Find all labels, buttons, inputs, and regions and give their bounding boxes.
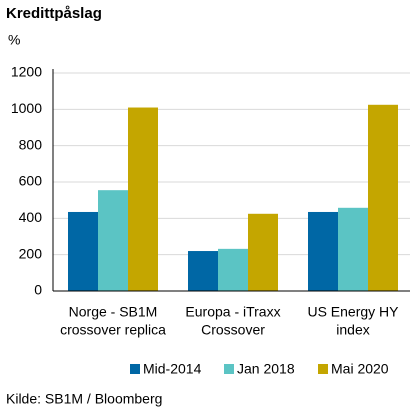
bar [188, 251, 218, 291]
bar [248, 213, 278, 291]
legend-swatch [224, 364, 234, 374]
legend-label: Jan 2018 [237, 361, 295, 377]
legend-swatch [130, 364, 140, 374]
y-tick-label: 0 [34, 282, 42, 298]
chart-title: Kredittpåslag [6, 5, 102, 22]
x-tick-label: US Energy HY [307, 304, 399, 320]
x-tick-label: Crossover [201, 322, 265, 338]
bar [308, 211, 338, 291]
bar [338, 207, 368, 291]
y-tick-label: 1000 [11, 100, 42, 116]
y-tick-label: 200 [19, 245, 43, 261]
y-tick-label: 800 [19, 136, 43, 152]
y-axis-label: % [8, 32, 20, 48]
y-tick-label: 600 [19, 173, 43, 189]
y-tick-label: 400 [19, 209, 43, 225]
x-tick-label: crossover replica [60, 322, 166, 338]
x-tick-label: Europa - iTraxx [185, 304, 280, 320]
x-tick-label: index [336, 322, 369, 338]
bar [68, 211, 98, 291]
legend-label: Mid-2014 [143, 361, 202, 377]
bar [368, 104, 398, 292]
source: Kilde: SB1M / Bloomberg [6, 391, 162, 407]
legend-label: Mai 2020 [331, 361, 389, 377]
bar [128, 107, 158, 292]
bar [218, 248, 248, 291]
bar [98, 190, 128, 291]
x-tick-label: Norge - SB1M [69, 304, 158, 320]
y-tick-label: 1200 [11, 64, 42, 80]
legend-swatch [318, 364, 328, 374]
